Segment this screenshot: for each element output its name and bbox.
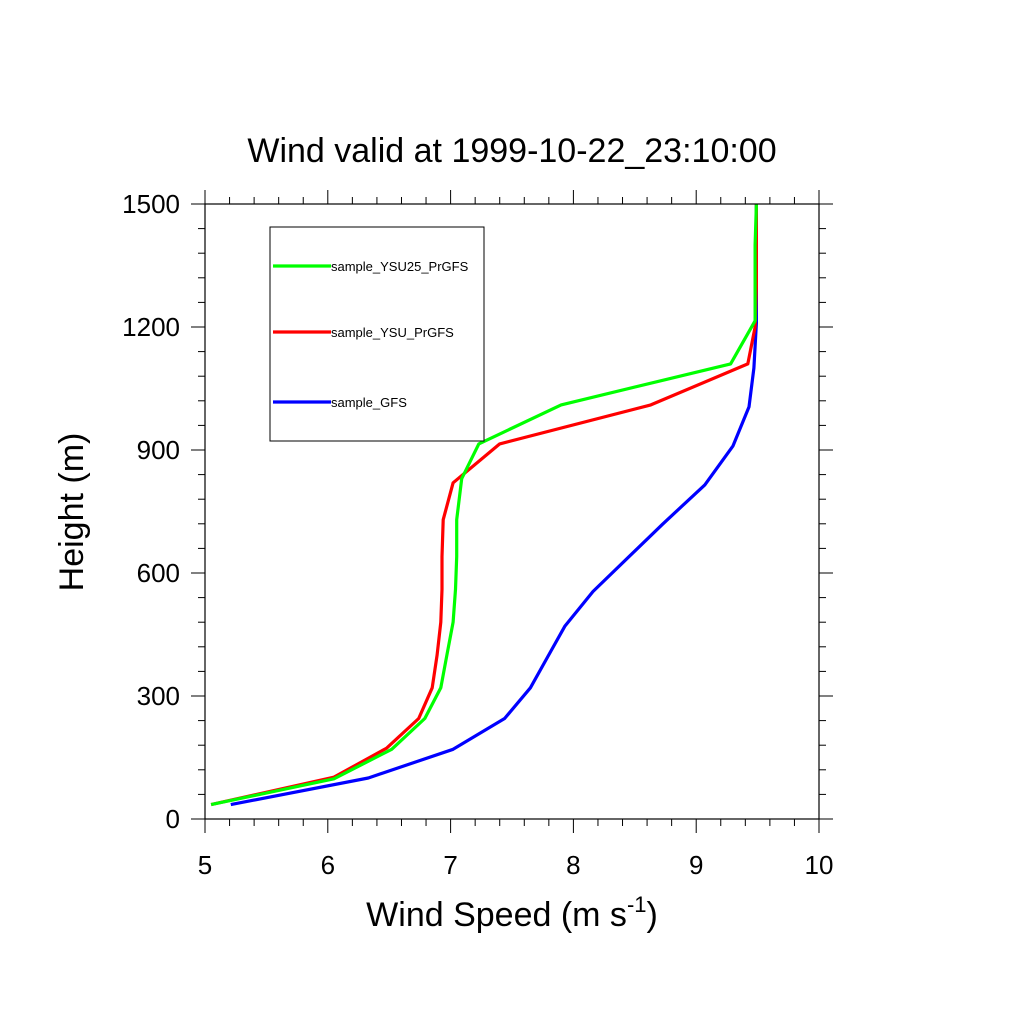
x-tick-label: 10 bbox=[805, 850, 834, 880]
series-layer bbox=[210, 203, 759, 807]
y-tick-label: 1200 bbox=[122, 312, 180, 342]
axis-ticks: 5 6 7 8 9 10 0 300 600 900 1200 1500 bbox=[122, 189, 833, 880]
y-tick-label: 300 bbox=[137, 681, 180, 711]
x-tick-label: 8 bbox=[566, 850, 580, 880]
y-axis-label: Height (m) bbox=[53, 433, 91, 592]
x-axis-label-superscript: -1 bbox=[627, 892, 647, 917]
x-axis-label: Wind Speed (m s-1) bbox=[366, 892, 658, 934]
y-tick-label: 600 bbox=[137, 558, 180, 588]
chart-title: Wind valid at 1999-10-22_23:10:00 bbox=[247, 132, 776, 170]
legend-label: sample_GFS bbox=[331, 395, 407, 410]
legend-label: sample_YSU_PrGFS bbox=[331, 325, 454, 340]
legend-label: sample_YSU25_PrGFS bbox=[331, 259, 469, 274]
x-tick-label: 9 bbox=[689, 850, 703, 880]
plot-frame bbox=[204, 203, 820, 820]
x-tick-label: 7 bbox=[443, 850, 457, 880]
x-tick-label: 6 bbox=[321, 850, 335, 880]
y-tick-label: 900 bbox=[137, 435, 180, 465]
legend: sample_YSU25_PrGFS sample_YSU_PrGFSsample… bbox=[269, 226, 485, 442]
x-tick-label: 5 bbox=[198, 850, 212, 880]
series-line-sample-ysu25-prgfs bbox=[210, 203, 758, 807]
x-axis-label-main: Wind Speed (m s bbox=[366, 896, 627, 934]
y-tick-label: 0 bbox=[166, 804, 180, 834]
x-axis-label-suffix: ) bbox=[647, 896, 658, 934]
legend-box bbox=[269, 226, 485, 442]
y-tick-label: 1500 bbox=[122, 189, 180, 219]
